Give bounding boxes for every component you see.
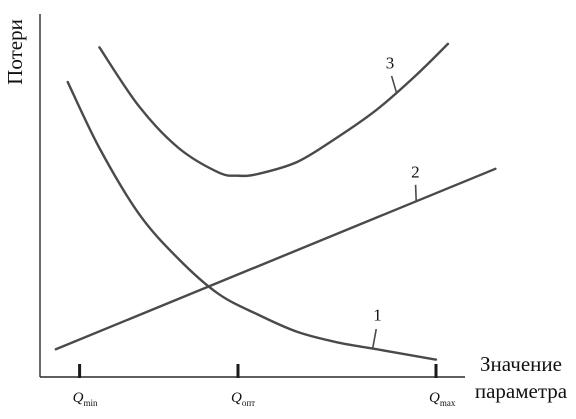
y-axis-title: Потери bbox=[3, 19, 27, 85]
series-2-label-leader bbox=[414, 184, 417, 202]
x-tick-label-qopt: Qопт bbox=[231, 390, 255, 408]
series-3-label-leader bbox=[390, 75, 398, 93]
x-tick-label-qmax: Qmax bbox=[429, 390, 456, 408]
series-1-label: 1 bbox=[373, 306, 382, 325]
series-3-label: 3 bbox=[386, 53, 395, 72]
series-2-line bbox=[54, 167, 497, 351]
x-axis-title-line-1: Значение bbox=[480, 352, 562, 376]
series-1-curve bbox=[66, 80, 438, 361]
x-tick-label-qmin: Qmin bbox=[73, 390, 98, 408]
series-2-label: 2 bbox=[411, 162, 420, 181]
series-3-curve bbox=[98, 42, 450, 178]
series-1-label-leader bbox=[371, 328, 378, 349]
x-axis-title-line-2: параметра bbox=[475, 379, 568, 403]
